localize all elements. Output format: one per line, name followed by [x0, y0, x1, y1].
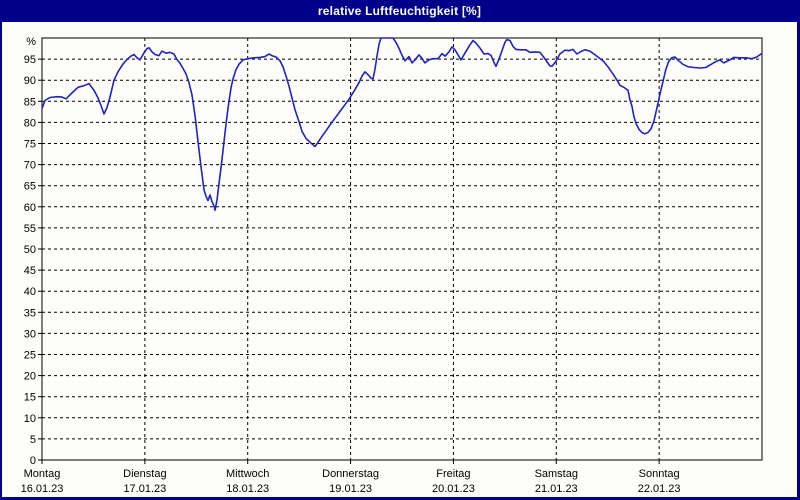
y-tick-label: 30	[24, 328, 36, 340]
x-weekday-label: Freitag	[436, 468, 470, 480]
x-date-label: 17.01.23	[123, 483, 166, 495]
x-date-label: 22.01.23	[638, 483, 681, 495]
y-tick-label: 15	[24, 392, 36, 404]
chart-title: relative Luftfeuchtigkeit [%]	[317, 4, 482, 18]
x-date-label: 20.01.23	[432, 483, 475, 495]
title-bar: relative Luftfeuchtigkeit [%]	[2, 0, 797, 22]
y-tick-label: 65	[24, 181, 36, 193]
x-weekday-label: Sonntag	[639, 468, 680, 480]
y-tick-label: 0	[30, 455, 36, 467]
x-weekday-label: Montag	[24, 468, 61, 480]
humidity-line	[41, 37, 763, 211]
y-tick-label: 55	[24, 223, 36, 235]
y-tick-label: 95	[24, 54, 36, 66]
y-tick-label: 75	[24, 139, 36, 151]
x-weekday-label: Donnerstag	[322, 468, 379, 480]
y-tick-label: 45	[24, 265, 36, 277]
x-weekday-label: Dienstag	[123, 468, 166, 480]
x-date-label: 19.01.23	[329, 483, 372, 495]
y-tick-label: 90	[24, 75, 36, 87]
y-tick-label: 35	[24, 307, 36, 319]
x-date-label: 18.01.23	[226, 483, 269, 495]
y-tick-label: 10	[24, 413, 36, 425]
y-tick-label: 50	[24, 244, 36, 256]
y-tick-label: 80	[24, 117, 36, 129]
y-tick-label: 5	[30, 434, 36, 446]
y-tick-label: 40	[24, 286, 36, 298]
x-date-label: 16.01.23	[21, 483, 64, 495]
y-tick-label: 85	[24, 96, 36, 108]
x-weekday-label: Samstag	[535, 468, 578, 480]
x-date-label: 21.01.23	[535, 483, 578, 495]
y-tick-label: 25	[24, 350, 36, 362]
y-tick-label: 70	[24, 160, 36, 172]
x-weekday-label: Mittwoch	[226, 468, 269, 480]
humidity-chart: 0 5 10 15 20 25 30 35 40 45 50 55 60 65 70 75 80 85 90 95% M…	[21, 36, 763, 495]
y-tick-label: 60	[24, 202, 36, 214]
y-tick-label: 20	[24, 371, 36, 383]
y-axis-unit-label: %	[26, 36, 36, 48]
